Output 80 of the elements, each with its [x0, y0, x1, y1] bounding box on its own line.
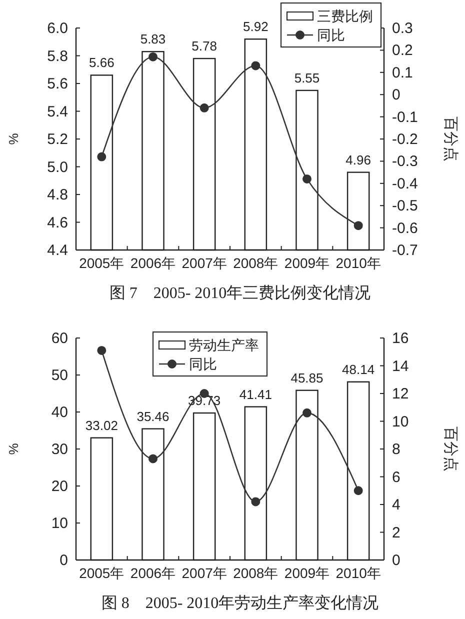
- y2-tick-label: 6: [392, 468, 400, 486]
- point: [354, 221, 363, 230]
- y2-tick-label: -0.3: [392, 153, 418, 170]
- y-tick-label: 40: [51, 404, 68, 421]
- point: [302, 174, 312, 184]
- point: [148, 454, 158, 464]
- y-axis-title: %: [6, 132, 21, 145]
- y2-axis-title: 百分点: [442, 116, 459, 162]
- point: [302, 408, 312, 418]
- x-tick-label: 2010年: [336, 255, 381, 271]
- y2-tick-label: 0.3: [392, 20, 413, 37]
- y2-tick-label: -0.2: [392, 131, 418, 148]
- y-tick-label: 5.6: [47, 76, 68, 92]
- x-tick-label: 2007年: [182, 255, 227, 271]
- y2-axis-title: 百分点: [442, 426, 459, 472]
- y2-tick-label: 16: [392, 330, 409, 347]
- point: [148, 52, 158, 62]
- y-tick-label: 4.4: [47, 242, 68, 259]
- y2-tick-label: 4: [392, 496, 400, 514]
- y2-tick-label: -0.6: [392, 220, 418, 237]
- y-tick-label: 5.8: [47, 48, 68, 65]
- data-label: 5.83: [140, 32, 166, 47]
- point: [251, 497, 260, 506]
- y2-tick-label: 10: [392, 413, 409, 430]
- x-tick-label: 2005年: [79, 565, 124, 581]
- y2-tick-label: 0.2: [392, 42, 413, 60]
- data-label: 33.02: [85, 418, 118, 433]
- data-label: 5.55: [294, 70, 320, 86]
- y-tick-label: 4.8: [47, 186, 68, 204]
- y-tick-label: 20: [51, 478, 68, 495]
- y2-tick-label: 12: [392, 386, 409, 402]
- point: [354, 486, 363, 496]
- data-label: 45.85: [290, 370, 324, 386]
- data-label: 5.78: [192, 38, 217, 54]
- y-tick-label: 0: [60, 552, 68, 569]
- y-tick-label: 30: [51, 441, 68, 458]
- y-tick-label: 10: [51, 515, 68, 532]
- y2-tick-label: 8: [392, 441, 400, 458]
- data-label: 4.96: [346, 152, 371, 168]
- data-label: 35.46: [136, 408, 170, 424]
- y-tick-label: 5.4: [47, 103, 68, 120]
- x-tick-label: 2006年: [130, 255, 176, 271]
- x-tick-label: 2006年: [130, 565, 176, 581]
- point: [200, 103, 209, 112]
- y2-tick-label: 0: [392, 86, 400, 104]
- y-axis-title: %: [6, 442, 21, 455]
- point: [97, 152, 106, 162]
- data-label: 41.41: [239, 386, 272, 402]
- text: 图 8 2005- 2010年劳动生产率变化情况: [101, 594, 379, 612]
- data-label: 5.92: [243, 19, 268, 34]
- y2-tick-label: 0.1: [392, 64, 413, 82]
- legend-label: 三费比例: [317, 8, 373, 24]
- y2-tick-label: 0: [392, 552, 400, 569]
- y2-tick-label: -0.1: [392, 108, 418, 126]
- legend-label: 劳动生产率: [189, 337, 259, 353]
- x-tick-label: 2009年: [284, 255, 330, 271]
- x-tick-label: 2005年: [79, 255, 124, 271]
- y-tick-label: 60: [51, 330, 68, 347]
- y2-tick-label: -0.5: [392, 198, 418, 215]
- x-tick-label: 2009年: [284, 565, 330, 581]
- point: [251, 61, 260, 70]
- x-tick-label: 2010年: [336, 565, 381, 581]
- y-tick-label: 5.2: [47, 131, 68, 148]
- y2-tick-label: 14: [392, 358, 409, 375]
- y2-tick-label: -0.7: [392, 242, 418, 259]
- y-tick-label: 50: [51, 367, 68, 384]
- text: 图 7 2005- 2010年三费比例变化情况: [109, 284, 371, 302]
- y-tick-label: 4.6: [47, 214, 68, 232]
- y-tick-label: 6.0: [47, 20, 68, 37]
- y-tick-label: 5.0: [47, 158, 68, 176]
- data-label: 48.14: [342, 362, 375, 377]
- point: [97, 346, 106, 355]
- x-tick-label: 2007年: [182, 565, 227, 581]
- x-tick-label: 2008年: [233, 565, 278, 581]
- y2-tick-label: 2: [392, 524, 400, 542]
- data-label: 5.66: [89, 55, 114, 70]
- x-tick-label: 2008年: [233, 255, 278, 271]
- y2-tick-label: -0.4: [392, 175, 418, 192]
- legend-label: 同比: [317, 27, 345, 43]
- legend-label: 同比: [189, 356, 217, 372]
